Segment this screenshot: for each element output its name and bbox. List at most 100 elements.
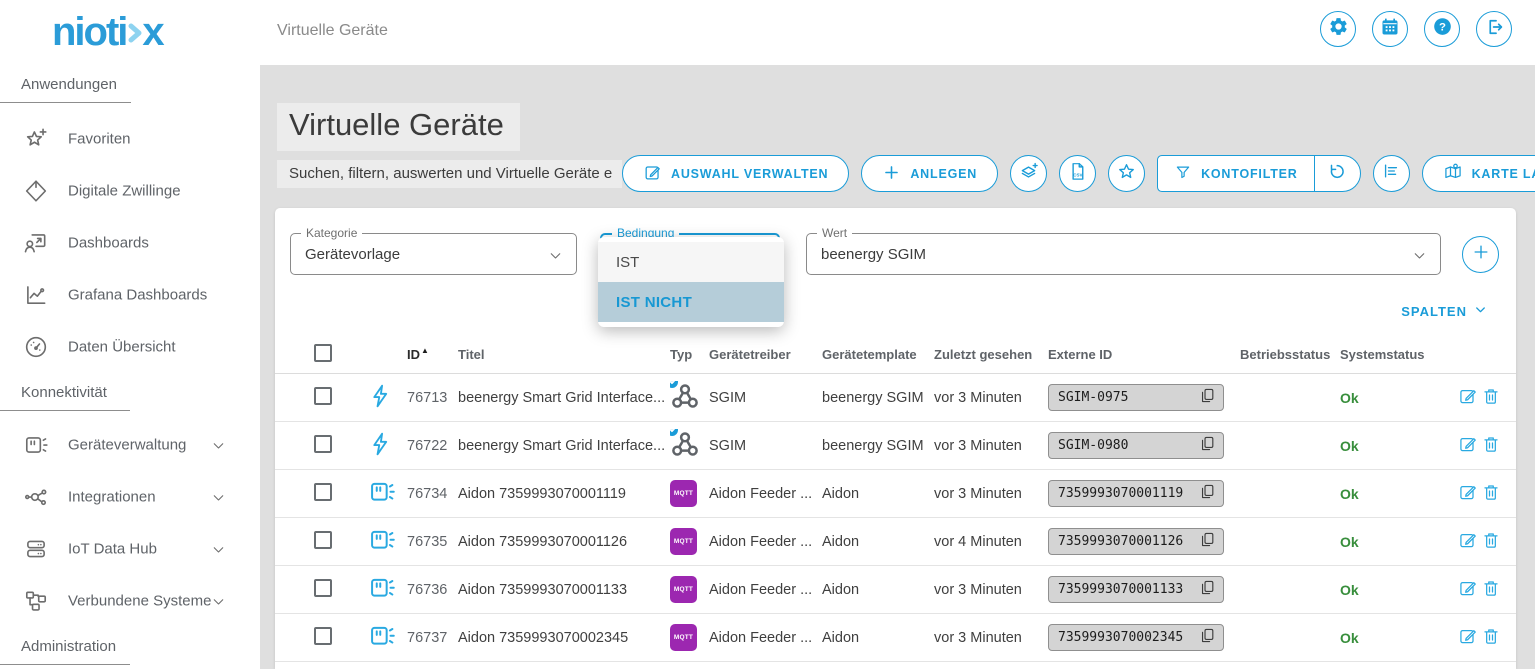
header-zuletzt-gesehen[interactable]: Zuletzt gesehen bbox=[934, 347, 1033, 362]
edit-row-button[interactable] bbox=[1458, 626, 1478, 650]
favorite-star-button[interactable] bbox=[1108, 155, 1146, 192]
sidebar-item-label: IoT Data Hub bbox=[68, 540, 157, 558]
delete-row-button[interactable] bbox=[1481, 434, 1501, 458]
table-row[interactable]: 76736 Aidon 7359993070001133 MQTT Aidon … bbox=[275, 566, 1516, 614]
sidebar-item-dashboards[interactable]: Dashboards bbox=[0, 229, 252, 257]
load-map-button[interactable]: KARTE LADEN bbox=[1421, 155, 1535, 192]
create-button[interactable]: ANLEGEN bbox=[861, 155, 999, 192]
header-externe-id[interactable]: Externe ID bbox=[1048, 347, 1113, 362]
delete-row-button[interactable] bbox=[1481, 530, 1501, 554]
main-content: Virtuelle Geräte Suchen, filtern, auswer… bbox=[260, 65, 1535, 669]
table-row[interactable]: 76737 Aidon 7359993070002345 MQTT Aidon … bbox=[275, 614, 1516, 662]
menu-option-ist-nicht[interactable]: IST NICHT bbox=[598, 282, 784, 322]
sort-asc-icon: ▲ bbox=[421, 347, 429, 355]
manage-selection-button[interactable]: AUSWAHL VERWALTEN bbox=[622, 155, 850, 192]
section-label: Konnektivität bbox=[21, 384, 107, 401]
row-checkbox[interactable] bbox=[314, 482, 332, 501]
select-all-checkbox[interactable] bbox=[314, 344, 332, 362]
logout-button[interactable] bbox=[1476, 11, 1512, 47]
delete-row-button[interactable] bbox=[1481, 626, 1501, 650]
table-row[interactable]: 76713 beenergy Smart Grid Interface... M… bbox=[275, 374, 1516, 422]
header-id[interactable]: ID▲ bbox=[407, 347, 429, 362]
sidebar-item-geraeteverwaltung[interactable]: Geräteverwaltung bbox=[0, 431, 252, 459]
table-row[interactable]: 76722 beenergy Smart Grid Interface... M… bbox=[275, 422, 1516, 470]
external-id-value: SGIM-0980 bbox=[1058, 438, 1129, 453]
header-typ[interactable]: Typ bbox=[670, 347, 693, 362]
help-icon: ? bbox=[1432, 16, 1453, 42]
connected-boxes-icon bbox=[23, 588, 49, 614]
menu-option-ist[interactable]: IST bbox=[598, 242, 784, 282]
row-driver: SGIM bbox=[709, 389, 747, 406]
account-filter-main[interactable]: KONTOFILTER bbox=[1158, 156, 1315, 191]
delete-row-button[interactable] bbox=[1481, 578, 1501, 602]
diamond-icon bbox=[23, 178, 49, 204]
header-titel[interactable]: Titel bbox=[458, 347, 485, 362]
settings-button[interactable] bbox=[1320, 11, 1356, 47]
delete-row-button[interactable] bbox=[1481, 482, 1501, 506]
copy-icon[interactable] bbox=[1199, 483, 1216, 504]
sidebar-item-integrationen[interactable]: Integrationen bbox=[0, 483, 252, 511]
sidebar-item-grafana-dashboards[interactable]: Grafana Dashboards bbox=[0, 281, 252, 309]
external-id-value: SGIM-0975 bbox=[1058, 390, 1129, 405]
header-geraetetreiber[interactable]: Gerätetreiber bbox=[709, 347, 791, 362]
star-plus-icon bbox=[23, 126, 49, 152]
delete-row-button[interactable] bbox=[1481, 386, 1501, 410]
row-checkbox[interactable] bbox=[314, 434, 332, 453]
sort-list-button[interactable] bbox=[1372, 155, 1410, 192]
edit-row-button[interactable] bbox=[1458, 482, 1478, 506]
header-systemstatus[interactable]: Systemstatus bbox=[1340, 347, 1425, 362]
table-row[interactable]: 76734 Aidon 7359993070001119 MQTT Aidon … bbox=[275, 470, 1516, 518]
table-row[interactable]: 76735 Aidon 7359993070001126 MQTT Aidon … bbox=[275, 518, 1516, 566]
brand-logo[interactable]: nioti x bbox=[52, 10, 165, 55]
reset-filter-button[interactable] bbox=[1315, 156, 1360, 191]
edit-row-button[interactable] bbox=[1458, 578, 1478, 602]
kategorie-select[interactable]: Kategorie Gerätevorlage bbox=[290, 226, 577, 275]
header-betriebsstatus[interactable]: Betriebsstatus bbox=[1240, 347, 1331, 362]
edit-row-button[interactable] bbox=[1458, 386, 1478, 410]
chevron-down-icon bbox=[210, 489, 227, 511]
sidebar-item-daten-uebersicht[interactable]: Daten Übersicht bbox=[0, 333, 252, 361]
copy-icon[interactable] bbox=[1199, 387, 1216, 408]
copy-icon[interactable] bbox=[1199, 579, 1216, 600]
row-checkbox[interactable] bbox=[314, 386, 332, 405]
copy-icon[interactable] bbox=[1199, 531, 1216, 552]
button-label: ANLEGEN bbox=[910, 166, 978, 181]
help-button[interactable]: ? bbox=[1424, 11, 1460, 47]
copy-icon[interactable] bbox=[1199, 435, 1216, 456]
columns-button[interactable]: SPALTEN bbox=[1401, 302, 1488, 320]
webhook-type-icon bbox=[670, 380, 700, 411]
sidebar-item-favoriten[interactable]: Favoriten bbox=[0, 125, 252, 153]
incoming-badge-icon bbox=[670, 380, 678, 392]
row-title: beenergy Smart Grid Interface... bbox=[458, 389, 666, 406]
sidebar-item-label: Dashboards bbox=[68, 234, 149, 252]
external-id-chip: 7359993070001133 bbox=[1048, 576, 1224, 603]
row-checkbox[interactable] bbox=[314, 530, 332, 549]
edit-row-button[interactable] bbox=[1458, 434, 1478, 458]
header-geraetetemplate[interactable]: Gerätetemplate bbox=[822, 347, 917, 362]
sidebar-item-label: Geräteverwaltung bbox=[68, 436, 187, 454]
row-system-status: Ok bbox=[1340, 533, 1359, 550]
wert-select[interactable]: Wert beenergy SGIM bbox=[806, 226, 1441, 275]
row-checkbox[interactable] bbox=[314, 626, 332, 645]
csv-export-button[interactable]: CSV bbox=[1059, 155, 1097, 192]
account-filter-button[interactable]: KONTOFILTER bbox=[1157, 155, 1361, 192]
undo-refresh-icon bbox=[1327, 161, 1347, 186]
sidebar-item-verbundene-systeme[interactable]: Verbundene Systeme bbox=[0, 587, 252, 615]
copy-icon[interactable] bbox=[1199, 627, 1216, 648]
edit-row-button[interactable] bbox=[1458, 530, 1478, 554]
mqtt-badge: MQTT bbox=[670, 528, 697, 555]
sidebar-item-iot-data-hub[interactable]: IoT Data Hub bbox=[0, 535, 252, 563]
table-row[interactable]: MQTT bbox=[275, 662, 1516, 669]
breadcrumb: Virtuelle Geräte bbox=[277, 22, 388, 39]
chevron-down-icon bbox=[1473, 302, 1488, 320]
layers-add-button[interactable] bbox=[1010, 155, 1048, 192]
add-filter-button[interactable] bbox=[1462, 236, 1499, 273]
button-label: KONTOFILTER bbox=[1201, 166, 1298, 181]
calendar-button[interactable] bbox=[1372, 11, 1408, 47]
external-id-chip: 7359993070001119 bbox=[1048, 480, 1224, 507]
meter-device-icon bbox=[368, 530, 396, 558]
section-label: Anwendungen bbox=[21, 76, 117, 93]
row-checkbox[interactable] bbox=[314, 578, 332, 597]
sidebar-item-digitale-zwillinge[interactable]: Digitale Zwillinge bbox=[0, 177, 252, 205]
